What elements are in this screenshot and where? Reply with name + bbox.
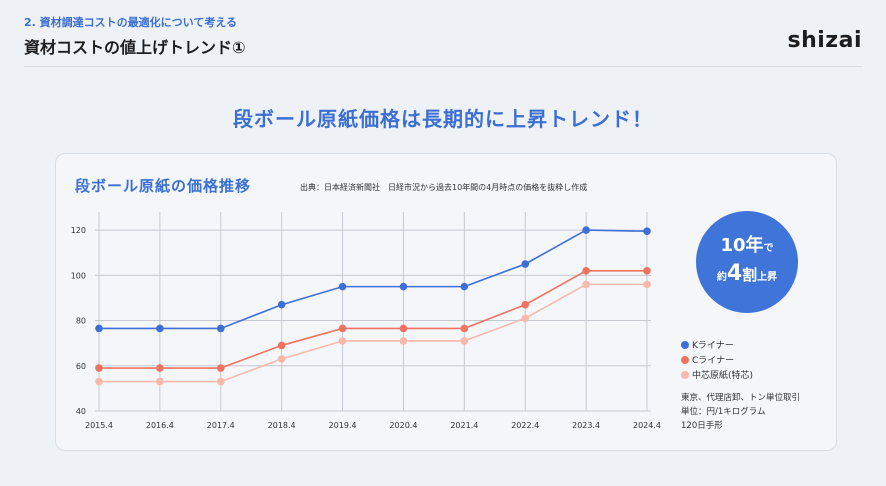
headline: 段ボール原紙価格は長期的に上昇トレンド！ bbox=[233, 107, 653, 131]
x-tick-label: 2020.4 bbox=[389, 421, 417, 430]
point-core-paper bbox=[216, 377, 225, 386]
point-c-liner bbox=[521, 300, 530, 309]
point-c-liner bbox=[277, 341, 286, 350]
y-tick-label: 120 bbox=[71, 226, 86, 235]
legend-label-core-paper: 中芯原紙(特芯) bbox=[692, 371, 754, 381]
chart-source: 出典：日本経済新聞社 日経市況から過去10年間の4月時点の価格を抜粋し作成 bbox=[300, 183, 588, 192]
point-k-liner bbox=[277, 300, 286, 309]
series-line-k-liner bbox=[99, 229, 648, 330]
badge-four: 4 bbox=[726, 261, 743, 286]
note-unit: 単位：円/1キログラム bbox=[681, 407, 766, 417]
x-tick-label: 2015.4 bbox=[85, 421, 113, 430]
y-tick-label: 60 bbox=[76, 362, 86, 371]
y-tick-label: 100 bbox=[71, 271, 86, 280]
x-tick-label: 2021.4 bbox=[450, 421, 478, 430]
legend-dot-k-liner bbox=[681, 340, 689, 349]
legend-item-c-liner: Cライナー bbox=[681, 352, 753, 367]
y-tick-label: 40 bbox=[76, 407, 86, 416]
x-tick-label: 2019.4 bbox=[329, 421, 357, 430]
point-k-liner bbox=[582, 226, 590, 234]
page-title: 資材コストの値上げトレンド① bbox=[24, 38, 246, 57]
point-core-paper bbox=[277, 355, 286, 363]
x-tick-label: 2024.4 bbox=[633, 421, 661, 430]
increase-badge: 10年で 約4割上昇 bbox=[696, 211, 798, 313]
point-k-liner bbox=[460, 282, 469, 291]
point-c-liner bbox=[460, 324, 469, 333]
point-k-liner bbox=[521, 260, 530, 268]
note-market: 東京、代理店卸、トン単位取引 bbox=[681, 393, 801, 403]
point-c-liner bbox=[399, 324, 408, 333]
legend-dot-core-paper bbox=[681, 370, 689, 379]
point-c-liner bbox=[643, 266, 651, 275]
x-tick-label: 2017.4 bbox=[207, 421, 235, 430]
x-tick-label: 2018.4 bbox=[268, 421, 296, 430]
point-core-paper bbox=[156, 377, 164, 386]
x-tick-label: 2016.4 bbox=[146, 421, 174, 430]
point-core-paper bbox=[95, 377, 103, 386]
point-core-paper bbox=[643, 280, 651, 289]
y-tick-label: 80 bbox=[76, 317, 86, 326]
point-k-liner bbox=[216, 324, 225, 333]
point-k-liner bbox=[338, 282, 347, 291]
badge-wari: 割 bbox=[742, 266, 758, 284]
note-bill: 120日手形 bbox=[681, 421, 723, 431]
series-line-core-paper bbox=[99, 283, 647, 383]
x-tick-label: 2022.4 bbox=[511, 421, 539, 430]
chart-notes: 東京、代理店卸、トン単位取引 単位：円/1キログラム 120日手形 bbox=[681, 391, 800, 433]
point-k-liner bbox=[643, 227, 651, 236]
badge-line2: 約4割上昇 bbox=[696, 261, 798, 286]
chart-legend: Kライナー Cライナー 中芯原紙(特芯) bbox=[681, 337, 753, 382]
legend-label-k-liner: Kライナー bbox=[692, 341, 734, 351]
legend-item-core-paper: 中芯原紙(特芯) bbox=[681, 367, 753, 382]
point-c-liner bbox=[338, 324, 347, 333]
header-divider bbox=[24, 66, 862, 67]
point-k-liner bbox=[156, 324, 164, 333]
section-subtitle: 2. 資材調達コストの最適化について考える bbox=[24, 16, 238, 29]
point-core-paper bbox=[399, 337, 408, 345]
legend-label-c-liner: Cライナー bbox=[692, 356, 735, 366]
legend-dot-c-liner bbox=[681, 355, 689, 364]
point-c-liner bbox=[95, 364, 103, 372]
point-k-liner bbox=[95, 324, 103, 333]
legend-item-k-liner: Kライナー bbox=[681, 337, 753, 352]
point-k-liner bbox=[399, 282, 408, 291]
series-line-c-liner bbox=[99, 269, 647, 369]
chart-title: 段ボール原紙の価格推移 bbox=[75, 177, 252, 195]
x-tick-label: 2023.4 bbox=[572, 421, 600, 430]
badge-rise: 上昇 bbox=[757, 272, 778, 283]
point-c-liner bbox=[216, 364, 225, 372]
point-core-paper bbox=[521, 314, 530, 323]
badge-ten-years: 10年 bbox=[720, 235, 764, 256]
badge-de: で bbox=[763, 243, 774, 254]
chart-card bbox=[55, 153, 837, 451]
point-core-paper bbox=[582, 280, 590, 289]
brand-logo[interactable]: shizai bbox=[787, 28, 862, 53]
badge-line1: 10年で bbox=[696, 231, 798, 257]
point-c-liner bbox=[156, 364, 164, 372]
badge-approx: 約 bbox=[716, 272, 727, 283]
point-core-paper bbox=[338, 337, 347, 345]
point-c-liner bbox=[582, 266, 590, 275]
point-core-paper bbox=[460, 337, 469, 345]
